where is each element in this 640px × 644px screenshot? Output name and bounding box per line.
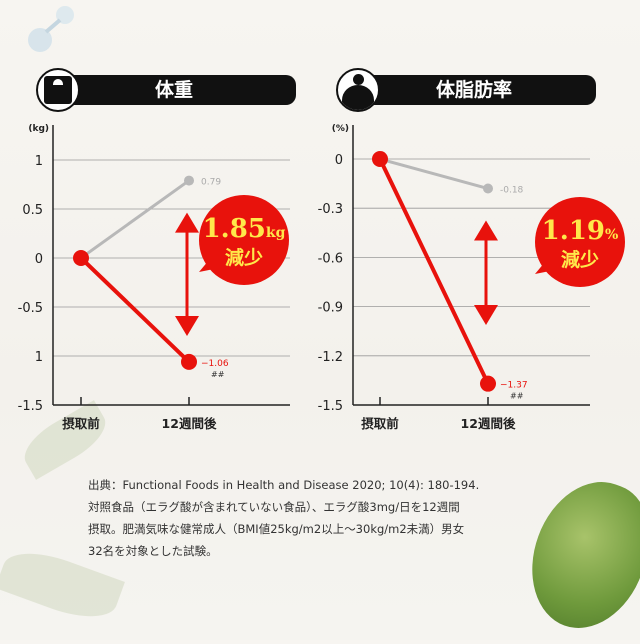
scale-icon bbox=[36, 68, 80, 112]
treatment-line bbox=[378, 158, 490, 385]
y-tick-label: -1.5 bbox=[18, 399, 43, 414]
y-tick-label: -0.5 bbox=[18, 301, 43, 316]
reduction-text: 減少 bbox=[225, 246, 263, 269]
treatment-line bbox=[79, 256, 191, 364]
significance-mark: ## bbox=[510, 392, 524, 401]
arrow-head-down bbox=[175, 316, 199, 336]
x-tick-label: 摂取前 bbox=[361, 416, 399, 431]
control-point bbox=[184, 175, 194, 186]
significance-mark: ## bbox=[211, 370, 225, 379]
chart-title-weight: 体重 bbox=[52, 75, 296, 105]
control-line bbox=[379, 157, 489, 190]
data-label: -0.18 bbox=[500, 186, 524, 196]
treatment-point bbox=[181, 353, 197, 370]
data-label: −1.37 bbox=[500, 381, 528, 391]
arrow-head-up bbox=[175, 212, 199, 233]
reduction-text: 減少 bbox=[561, 248, 599, 271]
y-tick-label: 0 bbox=[35, 252, 43, 267]
y-tick-label: -1.5 bbox=[318, 399, 343, 414]
note-line: 出典：Functional Foods in Health and Diseas… bbox=[88, 478, 480, 492]
x-tick-label: 12週間後 bbox=[461, 416, 516, 431]
reduction-value: 1.85kg bbox=[203, 214, 286, 244]
y-tick-label: 0 bbox=[335, 153, 343, 168]
y-tick-label: -0.6 bbox=[318, 251, 343, 266]
treatment-point bbox=[372, 151, 388, 167]
y-tick-label: 1 bbox=[35, 154, 43, 169]
y-tick-label: 1 bbox=[35, 350, 43, 365]
y-tick-label: -0.9 bbox=[318, 301, 343, 316]
x-tick-label: 摂取前 bbox=[62, 416, 100, 431]
chart-title-body-fat: 体脂肪率 bbox=[352, 75, 596, 105]
treatment-point bbox=[480, 375, 496, 392]
note-line: 32名を対象とした試験。 bbox=[88, 544, 218, 558]
reduction-value: 1.19% bbox=[542, 216, 619, 246]
reduction-badge bbox=[199, 195, 289, 285]
reduction-badge bbox=[535, 197, 625, 287]
arrow-head-down bbox=[474, 305, 498, 325]
treatment-point bbox=[73, 250, 89, 266]
molecule-decoration bbox=[28, 6, 74, 52]
y-axis-unit: (kg) bbox=[28, 124, 49, 134]
y-tick-label: -1.2 bbox=[318, 350, 343, 365]
data-label: −1.06 bbox=[201, 359, 229, 369]
arrow-head-up bbox=[474, 220, 498, 241]
note-line: 対照食品（エラグ酸が含まれていない食品）、エラグ酸3mg/日を12週間 bbox=[88, 500, 460, 514]
x-tick-label: 12週間後 bbox=[162, 416, 217, 431]
y-axis-unit: (%) bbox=[332, 124, 349, 134]
y-tick-label: -0.3 bbox=[318, 202, 343, 217]
citation-note: 出典：Functional Foods in Health and Diseas… bbox=[88, 474, 548, 562]
control-line bbox=[80, 179, 190, 260]
data-label: 0.79 bbox=[201, 178, 221, 188]
note-line: 摂取。肥満気味な健常成人（BMI値25kg/m2以上～30kg/m2未満）男女 bbox=[88, 522, 465, 536]
body-silhouette-icon bbox=[336, 68, 380, 112]
control-point bbox=[483, 183, 493, 194]
y-tick-label: 0.5 bbox=[22, 203, 43, 218]
